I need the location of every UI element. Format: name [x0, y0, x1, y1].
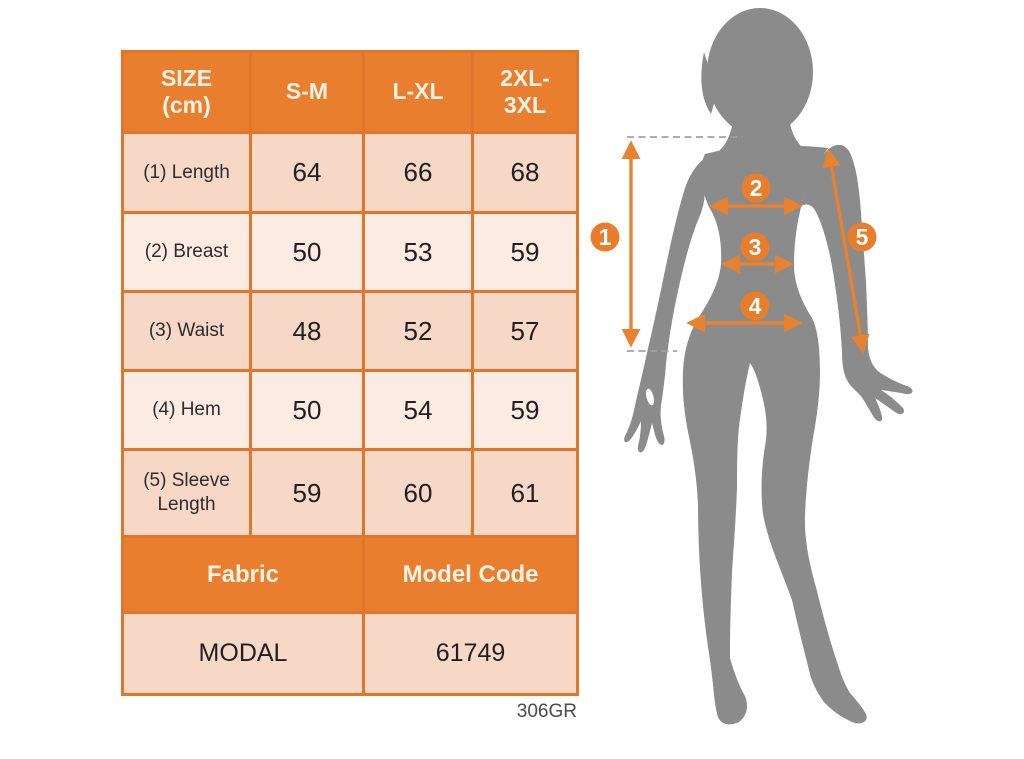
measure-arrows	[621, 140, 870, 354]
dash-guides	[627, 136, 743, 352]
body-left-arm	[624, 152, 718, 453]
row-breast-value-sm: 50	[252, 214, 362, 290]
model-code-value: 61749	[365, 614, 576, 693]
measure-badge-4-number: 4	[749, 293, 762, 319]
model-code-header: Model Code	[365, 538, 576, 611]
size-table: SIZE (cm) S-M L-XL 2XL-3XL (1) Length 64…	[121, 50, 579, 696]
header-l-xl-label: L-XL	[392, 78, 444, 105]
row-waist-label: (3) Waist	[124, 293, 249, 369]
body-neck	[714, 112, 810, 155]
measure-badge-3	[740, 232, 770, 262]
product-code: 306GR	[516, 701, 577, 722]
measure-badge-5	[847, 222, 877, 252]
measure-arrow-5	[822, 148, 870, 354]
row-waist-value-xxl: 57	[474, 293, 576, 369]
header-2xl-3xl-label: 2XL-3XL	[500, 64, 550, 118]
row-sleeve-label: (5) Sleeve Length	[124, 451, 249, 535]
row-breast-value-lxl: 53	[365, 214, 471, 290]
row-sleeve-value-lxl: 60	[365, 451, 471, 535]
fabric-value: MODAL	[124, 614, 362, 693]
measure-badge-1-number: 1	[599, 224, 612, 250]
row-length-value-xxl: 68	[474, 134, 576, 211]
fabric-header: Fabric	[124, 538, 362, 611]
row-length-value-lxl: 66	[365, 134, 471, 211]
header-size-cm: SIZE (cm)	[124, 53, 249, 131]
row-hem-label: (4) Hem	[124, 372, 249, 448]
measure-badges: 1 2 3 4 5	[590, 173, 877, 321]
row-waist-value-sm: 48	[252, 293, 362, 369]
measure-badge-1	[590, 222, 620, 252]
row-hem-value-xxl: 59	[474, 372, 576, 448]
header-size-cm-label: SIZE (cm)	[160, 64, 213, 118]
header-s-m-label: S-M	[285, 78, 329, 105]
measure-badge-3-number: 3	[749, 234, 762, 260]
row-length-value-sm: 64	[252, 134, 362, 211]
row-sleeve-value-sm: 59	[252, 451, 362, 535]
row-sleeve-value-xxl: 61	[474, 451, 576, 535]
measure-badge-4	[740, 291, 770, 321]
row-hem-value-lxl: 54	[365, 372, 471, 448]
body-silhouette	[624, 8, 913, 725]
header-l-xl: L-XL	[365, 53, 471, 131]
measure-badge-2	[741, 173, 771, 203]
measure-badge-2-number: 2	[750, 175, 763, 201]
row-waist-value-lxl: 52	[365, 293, 471, 369]
body-torso-legs	[682, 145, 867, 725]
measure-badge-5-number: 5	[856, 224, 869, 250]
row-length-label: (1) Length	[124, 134, 249, 211]
row-hem-value-sm: 50	[252, 372, 362, 448]
body-head	[707, 8, 813, 136]
body-left-hand-thumb-gap	[646, 388, 654, 406]
header-s-m: S-M	[252, 53, 362, 131]
row-breast-value-xxl: 59	[474, 214, 576, 290]
body-hair-tip	[701, 52, 719, 114]
row-breast-label: (2) Breast	[124, 214, 249, 290]
header-2xl-3xl: 2XL-3XL	[474, 53, 576, 131]
